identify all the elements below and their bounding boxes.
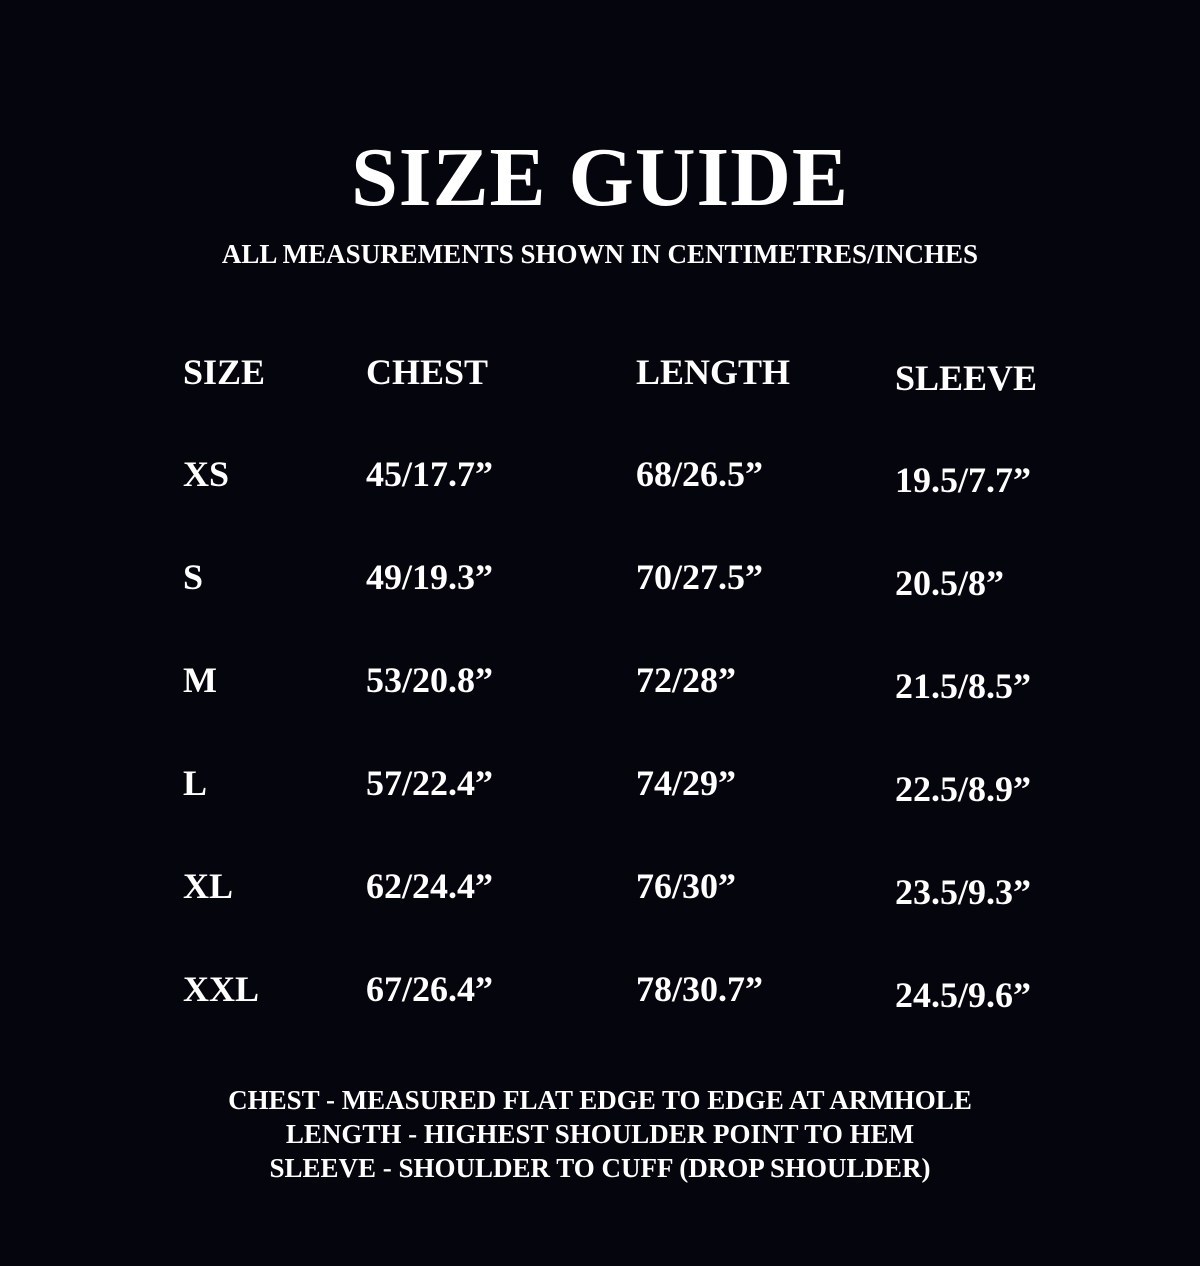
- cell-size: L: [183, 763, 208, 803]
- cell-sleeve: 24.5/9.6”: [895, 975, 1032, 1015]
- cell-sleeve: 22.5/8.9”: [895, 769, 1032, 809]
- cell-size: XXL: [183, 969, 260, 1009]
- note-sleeve: SLEEVE - SHOULDER TO CUFF (DROP SHOULDER…: [269, 1153, 931, 1183]
- cell-sleeve: 21.5/8.5”: [895, 666, 1032, 706]
- table-header: SIZE CHEST LENGTH SLEEVE: [0, 352, 1200, 398]
- cell-sleeve: 23.5/9.3”: [895, 872, 1032, 912]
- cell-chest: 53/20.8”: [366, 660, 494, 700]
- page-title: SIZE GUIDE: [351, 131, 849, 224]
- table-row: S 49/19.3” 70/27.5” 20.5/8”: [0, 557, 1200, 603]
- cell-chest: 67/26.4”: [366, 969, 494, 1009]
- table-row: M 53/20.8” 72/28” 21.5/8.5”: [0, 660, 1200, 706]
- cell-sleeve: 20.5/8”: [895, 563, 1005, 603]
- page-subtitle: ALL MEASUREMENTS SHOWN IN CENTIMETRES/IN…: [221, 239, 979, 269]
- cell-size: M: [183, 660, 217, 700]
- cell-size: XL: [183, 866, 234, 906]
- cell-length: 78/30.7”: [636, 969, 764, 1009]
- cell-chest: 57/22.4”: [366, 763, 494, 803]
- table-row: XS 45/17.7” 68/26.5” 19.5/7.7”: [0, 454, 1200, 500]
- cell-chest: 62/24.4”: [366, 866, 494, 906]
- note-length: LENGTH - HIGHEST SHOULDER POINT TO HEM: [285, 1119, 915, 1149]
- header-sleeve: SLEEVE: [895, 358, 1038, 398]
- cell-length: 74/29”: [636, 763, 737, 803]
- cell-length: 72/28”: [636, 660, 737, 700]
- cell-sleeve: 19.5/7.7”: [895, 460, 1032, 500]
- measurement-notes: CHEST - MEASURED FLAT EDGE TO EDGE AT AR…: [0, 1083, 1200, 1185]
- cell-chest: 49/19.3”: [366, 557, 494, 597]
- cell-length: 68/26.5”: [636, 454, 764, 494]
- note-chest: CHEST - MEASURED FLAT EDGE TO EDGE AT AR…: [228, 1085, 972, 1115]
- cell-size: XS: [183, 454, 230, 494]
- cell-length: 70/27.5”: [636, 557, 764, 597]
- cell-chest: 45/17.7”: [366, 454, 494, 494]
- table-row: XXL 67/26.4” 78/30.7” 24.5/9.6”: [0, 969, 1200, 1015]
- header-length: LENGTH: [636, 352, 791, 392]
- table-row: XL 62/24.4” 76/30” 23.5/9.3”: [0, 866, 1200, 912]
- header-chest: CHEST: [366, 352, 489, 392]
- cell-size: S: [183, 557, 204, 597]
- cell-length: 76/30”: [636, 866, 737, 906]
- table-row: L 57/22.4” 74/29” 22.5/8.9”: [0, 763, 1200, 809]
- header-size: SIZE: [183, 352, 266, 392]
